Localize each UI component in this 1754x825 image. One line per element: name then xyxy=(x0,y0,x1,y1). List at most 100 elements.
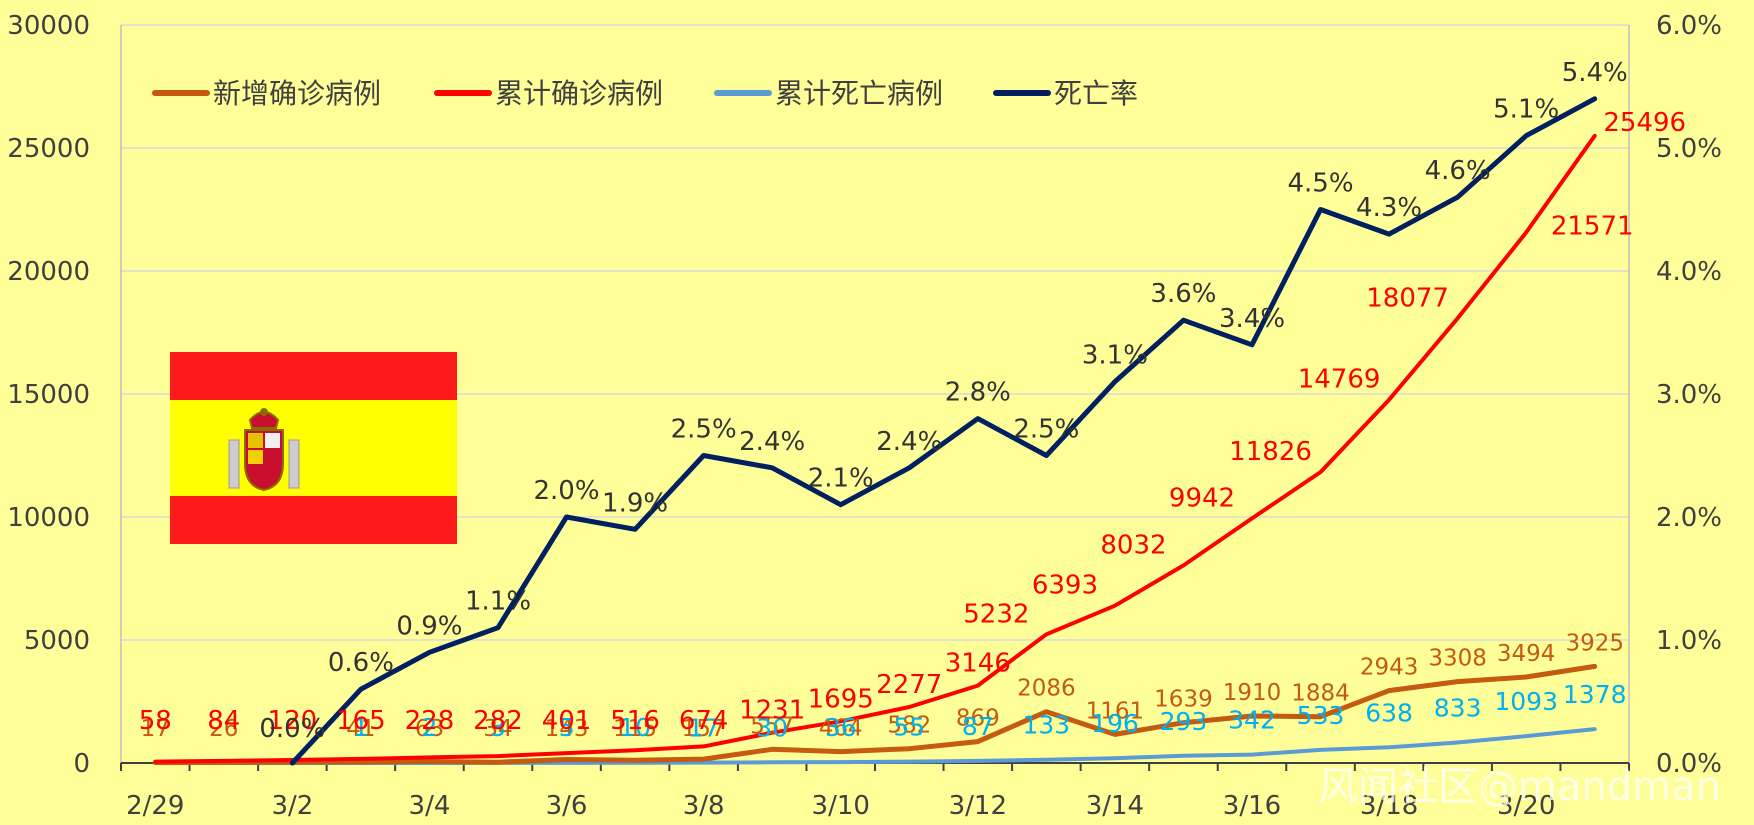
data-label-s1: 84 xyxy=(207,706,240,736)
y-left-tick-label: 25000 xyxy=(7,134,90,164)
axes: 0 5000 10000 15000 20000 25000 30000 0.0% 1.0% 2.… xyxy=(7,11,1722,821)
series-line-0 xyxy=(152,663,1598,766)
data-label-s1: 6393 xyxy=(1032,571,1098,601)
data-label-s0: 3308 xyxy=(1428,646,1487,672)
data-label-s0: 3494 xyxy=(1497,641,1556,667)
watermark: 风闻社区@mandman xyxy=(1318,764,1721,810)
data-label-s1: 21571 xyxy=(1551,211,1634,241)
data-label-s3: 2.4% xyxy=(739,427,805,457)
data-label-s3: 4.5% xyxy=(1288,169,1354,199)
x-tick-label: 2/29 xyxy=(126,791,184,821)
series-line-1 xyxy=(153,133,1597,764)
data-label-s3: 0.0% xyxy=(259,714,325,744)
data-label-s1: 2277 xyxy=(876,670,942,700)
data-label-s3: 2.0% xyxy=(534,476,600,506)
data-label-s0: 1161 xyxy=(1086,698,1145,724)
data-label-s1: 58 xyxy=(139,706,172,736)
data-label-s0: 115 xyxy=(613,716,657,742)
data-label-s0: 1639 xyxy=(1154,687,1213,713)
data-label-s2: 196 xyxy=(1091,709,1139,738)
y-right-tick-label: 5.0% xyxy=(1656,134,1722,164)
data-label-s3: 4.3% xyxy=(1356,193,1422,223)
data-label-s0: 1910 xyxy=(1223,680,1282,706)
x-tick-label: 3/10 xyxy=(812,791,870,821)
data-label-s0: 143 xyxy=(545,716,589,742)
series-lines xyxy=(152,96,1598,766)
y-right-tick-label: 1.0% xyxy=(1656,626,1722,656)
x-tick-label: 3/16 xyxy=(1223,791,1281,821)
data-label-s3: 3.1% xyxy=(1082,341,1148,371)
data-label-s1: 674 xyxy=(679,706,729,736)
data-label-s3: 3.4% xyxy=(1219,304,1285,334)
y-right-tick-label: 0.0% xyxy=(1656,749,1722,779)
data-label-s2: 833 xyxy=(1434,694,1482,723)
data-label-s0: 17 xyxy=(141,716,170,742)
data-label-s1: 120 xyxy=(268,706,318,736)
data-label-s2: 36 xyxy=(825,713,857,742)
data-label-s1: 5232 xyxy=(963,599,1029,629)
data-label-s0: 582 xyxy=(887,713,931,739)
data-label-s1: 3146 xyxy=(945,649,1011,679)
data-label-s1: 516 xyxy=(610,706,660,736)
data-label-s1: 1695 xyxy=(808,684,874,714)
y-left-tick-label: 0 xyxy=(73,749,90,779)
data-label-s1: 11826 xyxy=(1229,437,1312,467)
data-label-s1: 14769 xyxy=(1298,365,1381,395)
data-label-s0: 41 xyxy=(346,716,375,742)
data-label-s2: 17 xyxy=(688,714,720,743)
data-label-s3: 1.9% xyxy=(602,488,668,518)
x-tick-label: 3/12 xyxy=(949,791,1007,821)
data-label-s1: 228 xyxy=(405,706,455,736)
data-label-s2: 5 xyxy=(559,713,575,742)
data-label-s2: 3 xyxy=(490,713,506,742)
legend-label-2: 累计死亡病例 xyxy=(775,77,943,110)
data-label-s2: 293 xyxy=(1160,707,1208,736)
data-label-s2: 1 xyxy=(353,713,369,742)
data-label-s0: 464 xyxy=(819,716,863,742)
legend: 新增确诊病例 累计确诊病例 累计死亡病例 死亡率 xyxy=(152,77,1138,110)
legend-label-0: 新增确诊病例 xyxy=(213,77,381,110)
spain-flag-icon xyxy=(170,352,457,544)
data-label-s0: 557 xyxy=(750,713,794,739)
data-label-s1: 1231 xyxy=(739,696,805,726)
data-label-s0: 34 xyxy=(483,716,512,742)
coat-of-arms-icon xyxy=(228,408,300,492)
x-tick-label: 3/2 xyxy=(271,791,313,821)
data-label-s0: 26 xyxy=(209,716,238,742)
y-left-tick-label: 30000 xyxy=(7,11,90,41)
y-right-tick-label: 3.0% xyxy=(1656,380,1722,410)
legend-label-1: 累计确诊病例 xyxy=(495,77,663,110)
y-right-tick-label: 4.0% xyxy=(1656,257,1722,287)
data-label-s1: 401 xyxy=(542,706,592,736)
data-label-s1: 165 xyxy=(336,706,386,736)
data-label-s0: 2943 xyxy=(1360,655,1419,681)
data-label-s2: 55 xyxy=(893,713,925,742)
data-label-s3: 4.6% xyxy=(1425,156,1491,186)
y-left-tick-label: 15000 xyxy=(7,380,90,410)
x-tick-label: 3/18 xyxy=(1360,791,1418,821)
data-label-s2: 30 xyxy=(756,713,788,742)
data-label-s3: 0.9% xyxy=(396,611,462,641)
x-tick-label: 3/8 xyxy=(683,791,725,821)
data-label-s2: 638 xyxy=(1365,698,1413,727)
data-label-s3: 2.1% xyxy=(808,464,874,494)
x-tick-label: 3/14 xyxy=(1086,791,1144,821)
data-label-s2: 133 xyxy=(1023,711,1071,740)
data-label-s2: 10 xyxy=(619,713,651,742)
y-right-tick-label: 2.0% xyxy=(1656,503,1722,533)
y-left-tick-label: 10000 xyxy=(7,503,90,533)
data-label-s0: 63 xyxy=(415,716,444,742)
data-label-s3: 5.4% xyxy=(1562,58,1628,88)
y-left-tick-label: 5000 xyxy=(24,626,90,656)
data-label-s3: 5.1% xyxy=(1493,95,1559,125)
data-label-s3: 2.5% xyxy=(671,415,737,445)
data-label-s2: 2 xyxy=(422,713,438,742)
data-label-s2: 342 xyxy=(1228,706,1276,735)
y-left-tick-label: 20000 xyxy=(7,257,90,287)
data-label-s2: 87 xyxy=(962,712,994,741)
data-label-s0: 3925 xyxy=(1565,630,1624,656)
data-label-s3: 0.6% xyxy=(328,648,394,678)
